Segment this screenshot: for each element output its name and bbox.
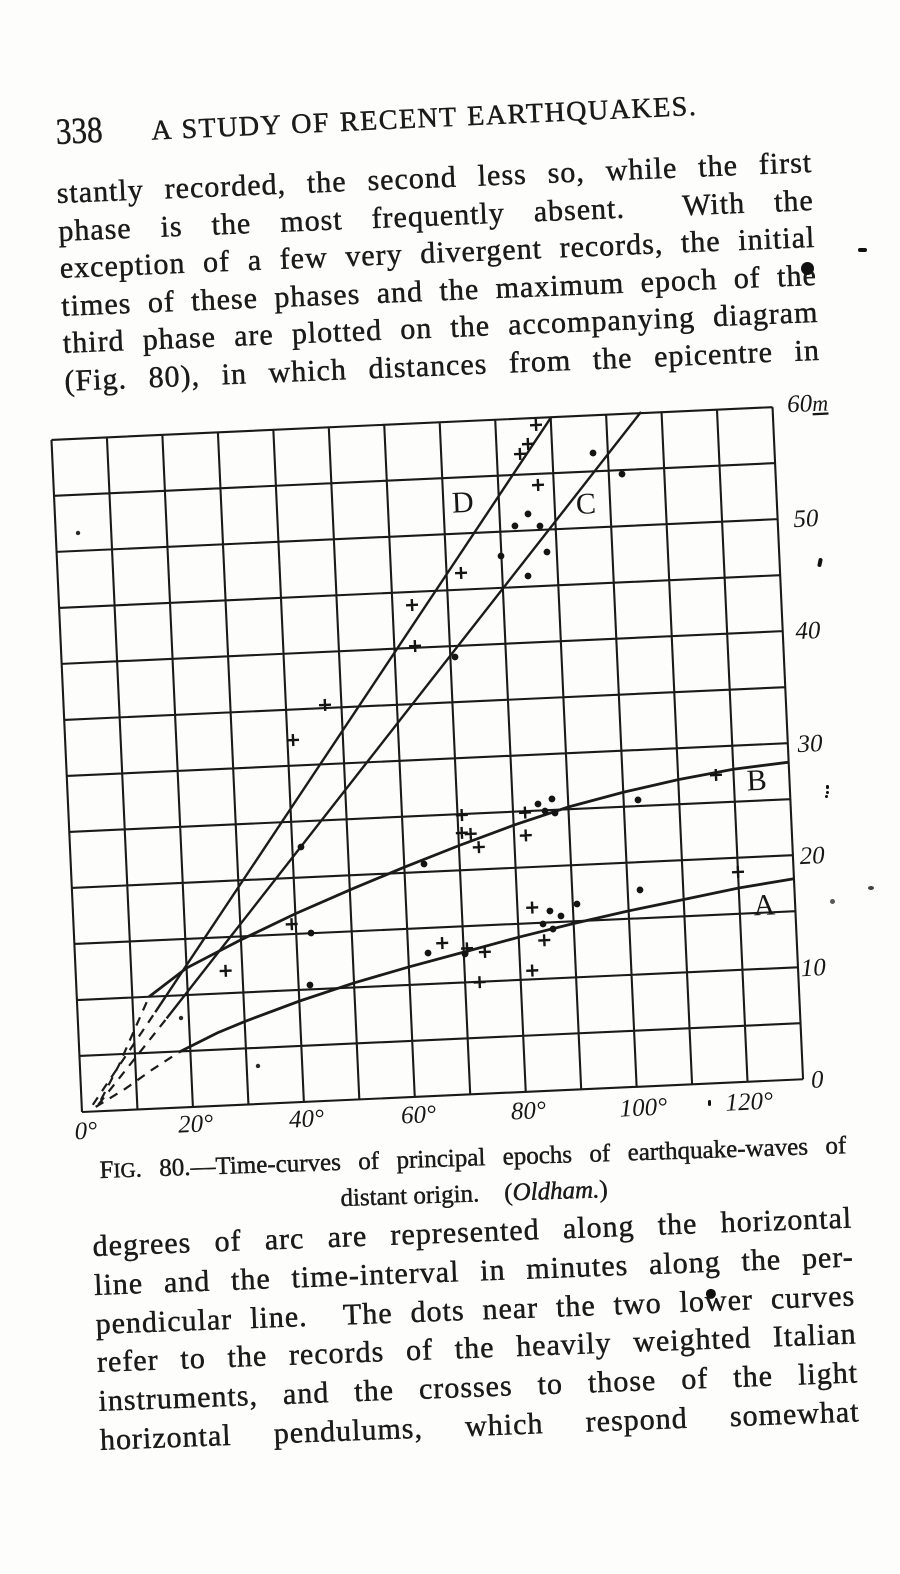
svg-text:40°: 40° [288, 1105, 324, 1134]
svg-text:40: 40 [795, 617, 822, 645]
svg-text:120°: 120° [725, 1088, 774, 1117]
svg-text:20: 20 [799, 842, 826, 870]
svg-text:0°: 0° [74, 1117, 98, 1145]
svg-text:50: 50 [793, 505, 820, 533]
svg-text:C: C [575, 487, 596, 521]
svg-text:20°: 20° [178, 1110, 214, 1139]
svg-text:30: 30 [796, 730, 824, 758]
svg-text:A: A [753, 888, 776, 922]
svg-text:80°: 80° [510, 1097, 546, 1126]
svg-text:100°: 100° [619, 1093, 668, 1122]
svg-text:D: D [451, 486, 474, 520]
svg-text:60°: 60° [400, 1101, 436, 1130]
svg-text:B: B [746, 764, 767, 798]
svg-text:0: 0 [810, 1066, 824, 1094]
svg-text:10: 10 [800, 954, 827, 982]
svg-text:60m: 60m [787, 389, 829, 418]
